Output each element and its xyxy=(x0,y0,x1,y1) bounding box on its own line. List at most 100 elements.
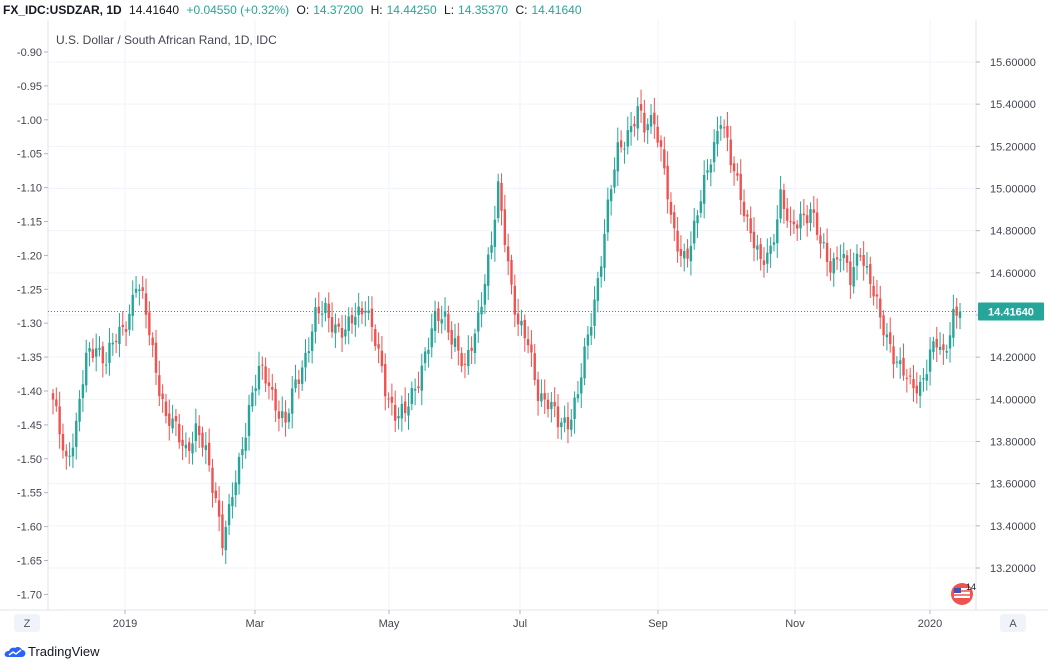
candle-body xyxy=(344,329,347,337)
time-tick-label: 2019 xyxy=(113,618,137,630)
candle-body xyxy=(722,127,726,129)
candle-body xyxy=(958,311,962,319)
candle-body xyxy=(443,311,447,317)
candle-body xyxy=(417,386,420,389)
symbol-name: FX_IDC:USDZAR, 1D xyxy=(3,3,122,17)
candle-body xyxy=(197,425,201,436)
candle-body xyxy=(633,123,636,127)
candle-body xyxy=(500,182,503,211)
candle-body xyxy=(324,302,327,314)
candle-body xyxy=(732,163,736,172)
candle-body xyxy=(832,258,835,274)
economic-event-badge[interactable]: 14 xyxy=(951,582,976,605)
candle-body xyxy=(626,130,629,147)
candle-body xyxy=(61,433,65,451)
candle-body xyxy=(712,142,716,163)
candle-body xyxy=(613,169,616,188)
right-tick-label: 14.20000 xyxy=(990,352,1036,364)
left-tick-label: -1.10 xyxy=(17,183,42,195)
candle-body xyxy=(211,467,214,493)
candle-body xyxy=(287,413,291,423)
close-label: C: xyxy=(515,3,528,17)
left-tick-label: -1.70 xyxy=(17,589,42,601)
candle-body xyxy=(108,342,111,363)
candle-body xyxy=(835,257,839,260)
candle-body xyxy=(689,245,693,262)
right-tick-label: 13.20000 xyxy=(990,563,1036,575)
candle-body xyxy=(178,423,181,443)
candle-body xyxy=(171,418,174,429)
flag-canton xyxy=(954,588,961,593)
candle-body xyxy=(480,306,483,315)
candle-body xyxy=(702,175,706,204)
candle-body xyxy=(390,396,394,403)
candle-body xyxy=(583,346,586,379)
candle-body xyxy=(513,285,517,315)
low-value: 14.35370 xyxy=(458,3,509,17)
time-tick-label: Sep xyxy=(648,618,668,630)
candle-body xyxy=(144,293,148,315)
candle-body xyxy=(320,313,324,315)
candle-body xyxy=(945,350,948,353)
candle-body xyxy=(88,348,91,352)
z-button[interactable]: Z xyxy=(14,614,40,632)
candle-body xyxy=(111,342,115,345)
candle-body xyxy=(616,142,619,172)
candle-body xyxy=(759,244,762,260)
candle-body xyxy=(430,328,433,348)
candle-body xyxy=(540,393,543,402)
candle-body xyxy=(181,439,184,446)
candle-body xyxy=(716,131,719,145)
candle-body xyxy=(576,394,580,399)
left-tick-label: -0.95 xyxy=(17,81,42,93)
candle-body xyxy=(437,308,440,321)
candle-body xyxy=(852,267,855,287)
candle-body xyxy=(726,125,729,138)
candle-body xyxy=(912,379,915,389)
candle-body xyxy=(746,214,749,217)
flag-stripes xyxy=(954,588,970,598)
candle-body xyxy=(284,411,287,423)
tradingview-logo-icon[interactable] xyxy=(4,645,26,659)
left-tick-label: -1.15 xyxy=(17,217,42,229)
candle-body xyxy=(496,181,500,219)
price-chart[interactable]: -0.90 -0.95 -1.00 -1.05 -1.10 -1.15 -1.20 -1.25… xyxy=(0,0,1048,642)
candle-body xyxy=(460,352,463,367)
candle-body xyxy=(619,140,623,148)
candle-body xyxy=(91,349,95,358)
candle-body xyxy=(403,401,407,414)
candle-body xyxy=(862,254,865,266)
candle-body xyxy=(154,342,158,373)
auto-scale-button[interactable]: A xyxy=(1000,614,1026,632)
candle-body xyxy=(772,242,776,245)
last-price-label-text: 14.41640 xyxy=(988,307,1034,319)
candle-body xyxy=(477,312,480,332)
left-tick-label: -1.00 xyxy=(17,115,42,127)
candle-body xyxy=(400,403,404,419)
candle-body xyxy=(121,324,124,328)
candle-body xyxy=(842,253,845,259)
candle-body xyxy=(487,254,490,286)
candle-body xyxy=(330,317,334,333)
candle-body xyxy=(470,347,473,351)
candle-body xyxy=(237,456,241,485)
candle-body xyxy=(742,201,746,217)
candle-body xyxy=(580,377,583,394)
auto-scale-button-bg[interactable] xyxy=(1000,614,1026,632)
candle-body xyxy=(673,212,676,229)
time-tick-label: Jul xyxy=(513,618,527,630)
candle-body xyxy=(51,393,55,400)
z-button-bg[interactable] xyxy=(14,614,40,632)
candle-body xyxy=(493,219,497,247)
candle-body xyxy=(918,381,922,396)
candle-body xyxy=(221,514,224,549)
candle-body xyxy=(251,392,254,407)
candle-body xyxy=(533,353,536,381)
tradingview-brand[interactable]: TradingView xyxy=(28,644,100,659)
candle-body xyxy=(875,294,879,297)
candle-body xyxy=(898,360,902,365)
candle-body xyxy=(364,311,367,313)
candle-body xyxy=(669,201,673,215)
candle-body xyxy=(543,393,546,400)
candle-body xyxy=(367,310,370,313)
